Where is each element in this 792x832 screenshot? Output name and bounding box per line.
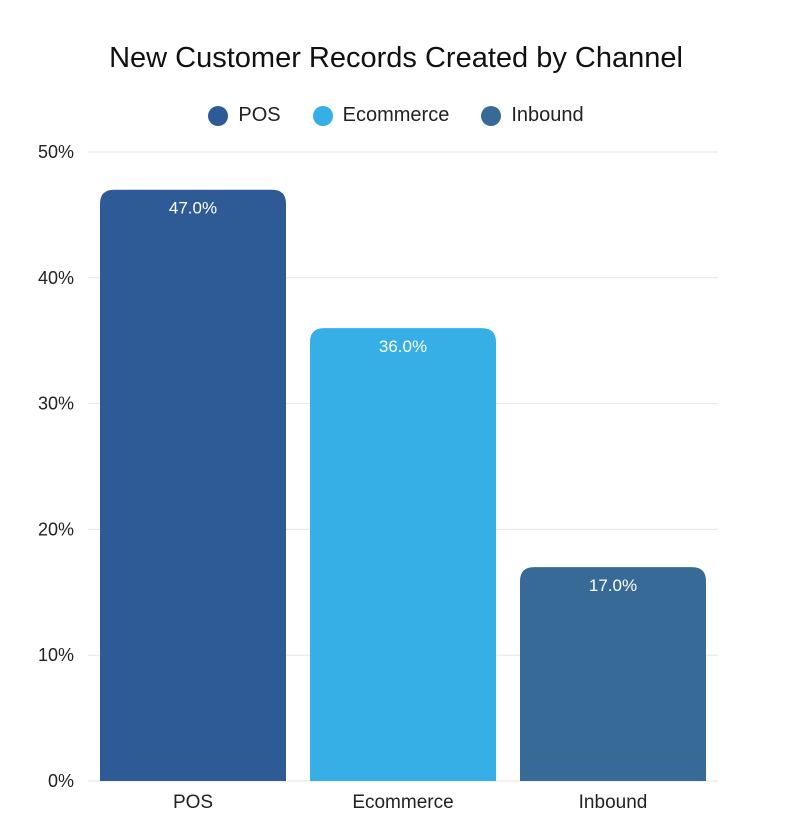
legend-label-pos: POS [238,104,281,126]
legend-label-ecommerce: Ecommerce [342,104,450,126]
bar-pos [100,189,286,782]
y-tick-label-40: 40% [38,268,74,288]
legend-item-pos: POS [208,104,281,127]
x-tick-label-pos: POS [173,792,213,813]
y-tick-label-20: 20% [38,519,74,539]
y-tick-label-50: 50% [38,142,74,162]
data-label-pos: 47.0% [169,199,217,218]
legend-swatch-inbound [481,105,502,126]
legend: POS Ecommerce Inbound [0,104,792,127]
x-tick-label-ecommerce: Ecommerce [352,792,453,813]
y-tick-label-30: 30% [38,394,74,414]
chart-title: New Customer Records Created by Channel [109,42,683,74]
bar-inbound [520,567,706,781]
bar-ecommerce [310,328,496,781]
data-label-ecommerce: 36.0% [379,337,427,356]
legend-label-inbound: Inbound [511,104,584,126]
x-tick-label-inbound: Inbound [579,792,648,813]
legend-item-ecommerce: Ecommerce [312,104,450,127]
y-tick-label-10: 10% [38,645,74,665]
legend-swatch-pos [208,105,229,126]
legend-item-inbound: Inbound [481,104,584,127]
legend-swatch-ecommerce [312,105,333,126]
data-label-inbound: 17.0% [589,576,637,595]
y-tick-label-0: 0% [48,771,74,791]
